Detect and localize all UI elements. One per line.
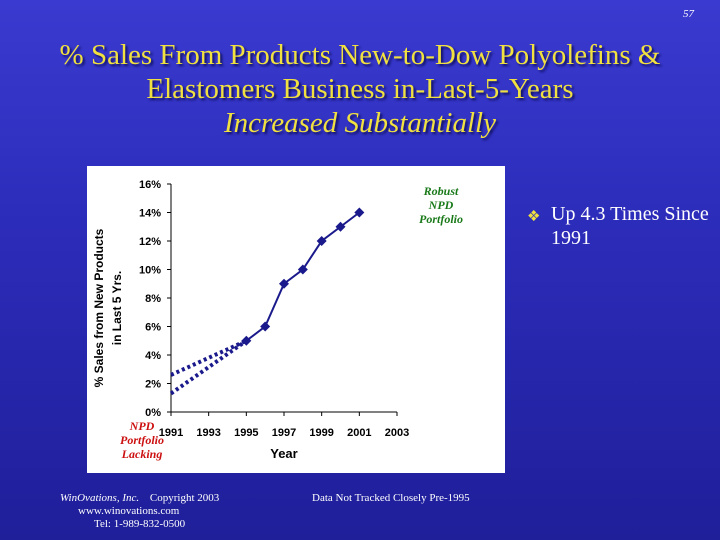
- x-tick-label: 2003: [385, 427, 409, 439]
- company-name: WinOvations, Inc.: [60, 492, 140, 504]
- y-tick-label: 2%: [145, 379, 161, 391]
- y-tick-label: 14%: [139, 208, 161, 220]
- data-point-marker: [354, 207, 365, 218]
- npd-lacking-annotation: NPD Portfolio Lacking: [120, 419, 164, 461]
- trend-dotted-line: [170, 338, 248, 377]
- x-tick-label: 1995: [234, 427, 258, 439]
- y-tick-label: 0%: [145, 407, 161, 419]
- data-point-marker: [316, 236, 327, 246]
- title-line-1: % Sales From Products New-to-Dow Polyole…: [59, 39, 661, 71]
- y-axis-label-line-1: % Sales from New Products: [92, 228, 106, 387]
- y-tick-label: 8%: [145, 293, 161, 305]
- chart-panel: 0% 2% 4% 6% 8% 10% 12% 14% 16% 1991 1993 1995 1997 19…: [87, 166, 505, 473]
- x-tick-label: 2001: [347, 427, 371, 439]
- data-point-marker: [279, 278, 289, 289]
- data-point-marker: [260, 321, 271, 332]
- x-tick-label: 1993: [196, 427, 220, 439]
- slide-title: % Sales From Products New-to-Dow Polyole…: [0, 38, 720, 140]
- title-line-3: Increased Substantially: [224, 107, 496, 139]
- y-tick-label: 4%: [145, 350, 161, 362]
- x-tick-label: 1997: [272, 427, 296, 439]
- bullet-text: Up 4.3 Times Since 1991: [551, 203, 709, 249]
- y-axis-label-line-2: in Last 5 Yrs.: [110, 271, 124, 345]
- copyright: Copyright 2003: [149, 492, 220, 504]
- website: www.winovations.com: [78, 505, 180, 517]
- data-point-marker: [297, 264, 308, 275]
- line-chart: 0% 2% 4% 6% 8% 10% 12% 14% 16% 1991 1993 1995 1997 19…: [92, 179, 409, 461]
- data-point-marker: [335, 221, 346, 232]
- title-line-2: Elastomers Business in-Last-5-Years: [146, 73, 574, 105]
- x-axis-label: Year: [270, 446, 297, 461]
- robust-npd-annotation: Robust NPD Portfolio: [419, 184, 463, 226]
- diamond-bullet-icon: ❖: [527, 209, 541, 225]
- slide-number: 57: [683, 8, 694, 20]
- y-tick-label: 12%: [139, 236, 161, 248]
- y-tick-label: 6%: [145, 322, 161, 334]
- series-line: [245, 211, 360, 342]
- y-tick-label: 10%: [139, 265, 161, 277]
- phone: Tel: 1-989-832-0500: [94, 518, 186, 530]
- footer-note: Data Not Tracked Closely Pre-1995: [312, 492, 470, 504]
- footer-company: WinOvations, Inc. Copyright 2003 www.win…: [60, 492, 280, 531]
- x-tick-label: 1999: [309, 427, 333, 439]
- x-tick-label: 1991: [159, 427, 183, 439]
- trend-dotted-line: [169, 339, 248, 396]
- y-tick-label: 16%: [139, 179, 161, 191]
